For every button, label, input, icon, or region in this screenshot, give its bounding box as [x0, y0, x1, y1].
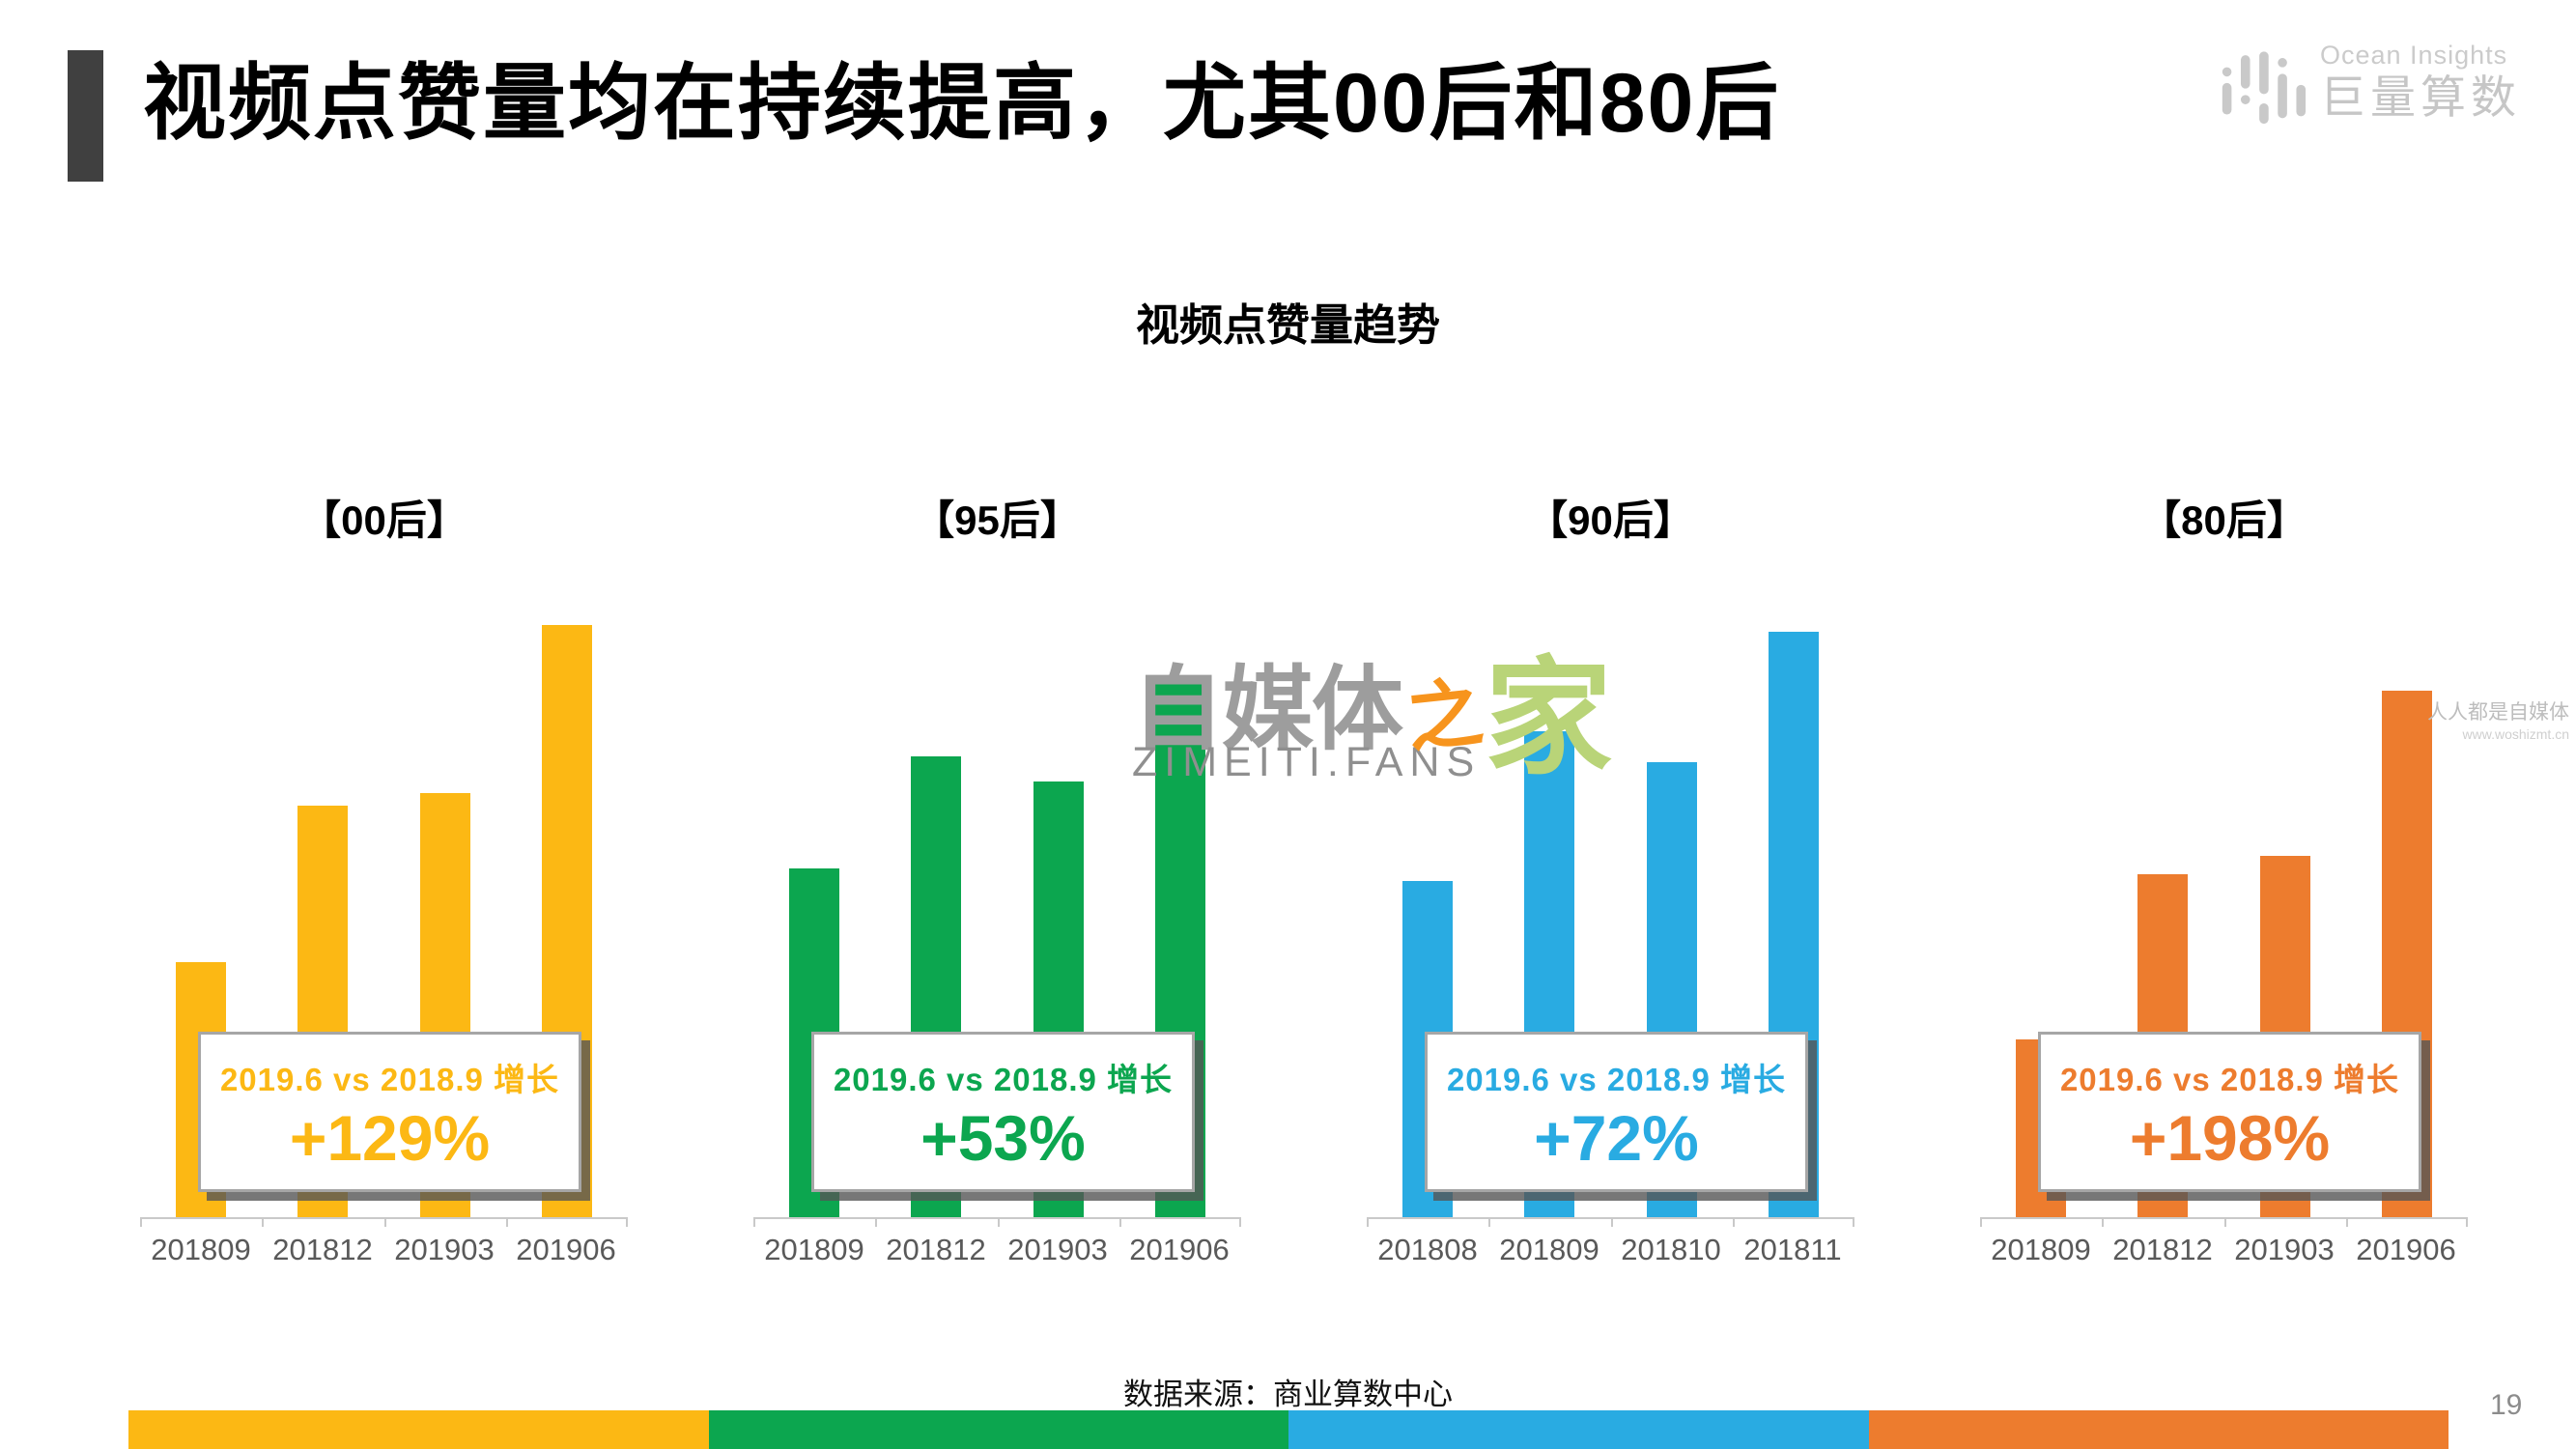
axis-tick [1239, 1217, 1241, 1227]
footer-strip-segment [128, 1410, 709, 1449]
chart-panel: 【00后】 2019.6 vs 2018.9 增长 +129% 201809 20181… [140, 488, 628, 1267]
growth-caption: 2019.6 vs 2018.9 增长 [219, 1062, 560, 1097]
growth-value: +198% [2129, 1102, 2331, 1174]
axis-tick [1853, 1217, 1854, 1227]
watermark-cn-green: 家 [1485, 647, 1613, 789]
watermark-cn-gray: 自媒体 [1132, 659, 1403, 761]
x-tick-label: 201903 [2234, 1233, 2335, 1266]
axis-tick [2102, 1217, 2105, 1227]
x-tick-label: 201809 [151, 1233, 251, 1266]
growth-callout: 2019.6 vs 2018.9 增长 +53% [811, 1032, 1195, 1192]
axis-tick [875, 1217, 878, 1227]
x-axis-labels: 201809 201812 201903 201906 [753, 1233, 1241, 1267]
growth-caption: 2019.6 vs 2018.9 增长 [2059, 1062, 2400, 1097]
soundwave-logo-icon [2222, 51, 2307, 125]
plot-area: 2019.6 vs 2018.9 增长 +129% [140, 594, 628, 1227]
footer-strip-segment [1868, 1410, 2449, 1449]
page-title: 视频点赞量均在持续提高，尤其00后和80后 [143, 57, 1781, 150]
watermark-corner-line2: www.woshizmt.cn [2462, 726, 2569, 743]
x-tick-label: 201812 [272, 1233, 373, 1266]
chart-panel: 【80后】 2019.6 vs 2018.9 增长 +198% 201809 20181… [1980, 488, 2468, 1267]
growth-value: +129% [289, 1102, 491, 1174]
x-tick-label: 201809 [1499, 1233, 1599, 1266]
panel-title: 【90后】 [1527, 497, 1694, 543]
growth-callout: 2019.6 vs 2018.9 增长 +198% [2038, 1032, 2421, 1192]
title-accent-bar [68, 50, 103, 182]
axis-tick [2223, 1217, 2226, 1227]
x-tick-label: 201906 [1129, 1233, 1230, 1266]
x-tick-label: 201903 [1007, 1233, 1108, 1266]
axis-tick [1732, 1217, 1735, 1227]
footer-strip-segment [1288, 1410, 1869, 1449]
plot-area: 2019.6 vs 2018.9 增长 +53% [753, 594, 1241, 1227]
x-tick-label: 201903 [394, 1233, 495, 1266]
x-tick-label: 201812 [886, 1233, 986, 1266]
footer-strip-segment [708, 1410, 1288, 1449]
growth-caption: 2019.6 vs 2018.9 增长 [833, 1062, 1174, 1097]
panel-title: 【00后】 [300, 497, 467, 543]
x-tick-label: 201812 [2112, 1233, 2213, 1266]
x-tick-label: 201906 [516, 1233, 616, 1266]
data-source: 数据来源：商业算数中心 [1123, 1378, 1453, 1411]
axis-tick [1610, 1217, 1613, 1227]
charts-row: 【00后】 2019.6 vs 2018.9 增长 +129% 201809 20181… [140, 488, 2468, 1267]
x-axis-labels: 201809 201812 201903 201906 [1980, 1233, 2468, 1267]
axis-tick [997, 1217, 1000, 1227]
x-tick-label: 201811 [1743, 1233, 1842, 1266]
axis-tick [140, 1217, 142, 1227]
axis-tick [2466, 1217, 2468, 1227]
plot-area: 2019.6 vs 2018.9 增长 +72% [1367, 594, 1854, 1227]
page-number: 19 [2490, 1389, 2523, 1421]
x-tick-label: 201809 [1991, 1233, 2091, 1266]
growth-caption: 2019.6 vs 2018.9 增长 [1446, 1062, 1787, 1097]
brand-logo: Ocean Insights 巨量算数 [2218, 37, 2521, 126]
x-tick-label: 201906 [2356, 1233, 2456, 1266]
watermark-zimeiti: 自媒体 之 家 ZIMEITI.FANS [1132, 655, 1612, 785]
growth-value: +53% [920, 1102, 1086, 1174]
panel-title: 【95后】 [914, 497, 1081, 543]
x-tick-label: 201808 [1377, 1233, 1478, 1266]
chart-panel: 【90后】 2019.6 vs 2018.9 增长 +72% 201808 201809… [1367, 488, 1854, 1267]
watermark-corner: 人人都是自媒体 www.woshizmt.cn [2415, 699, 2569, 743]
axis-tick [2345, 1217, 2348, 1227]
x-axis-labels: 201809 201812 201903 201906 [140, 1233, 628, 1267]
watermark-cn-orange: 之 [1402, 669, 1487, 762]
logo-text-en: Ocean Insights [2320, 41, 2508, 70]
logo-text-cn: 巨量算数 [2320, 71, 2521, 123]
axis-tick [505, 1217, 508, 1227]
watermark-latin: ZIMEITI.FANS [1132, 739, 1482, 785]
axis-tick [262, 1217, 265, 1227]
axis-tick [626, 1217, 628, 1227]
growth-callout: 2019.6 vs 2018.9 增长 +129% [198, 1032, 581, 1192]
chart-title: 视频点赞量趋势 [1135, 300, 1440, 350]
footer-color-strip [128, 1410, 2449, 1449]
x-axis-labels: 201808 201809 201810 201811 [1367, 1233, 1854, 1267]
growth-callout: 2019.6 vs 2018.9 增长 +72% [1425, 1032, 1808, 1192]
panel-title: 【80后】 [2140, 497, 2307, 543]
watermark-corner-line1: 人人都是自媒体 [2427, 701, 2569, 724]
x-tick-label: 201809 [764, 1233, 864, 1266]
plot-area: 2019.6 vs 2018.9 增长 +198% [1980, 594, 2468, 1227]
axis-tick [753, 1217, 755, 1227]
axis-tick [1488, 1217, 1491, 1227]
axis-tick [1367, 1217, 1369, 1227]
growth-value: +72% [1534, 1102, 1699, 1174]
axis-tick [1118, 1217, 1121, 1227]
axis-tick [1980, 1217, 1982, 1227]
chart-panel: 【95后】 2019.6 vs 2018.9 增长 +53% 201809 201812… [753, 488, 1241, 1267]
x-tick-label: 201810 [1621, 1233, 1721, 1266]
axis-tick [383, 1217, 386, 1227]
